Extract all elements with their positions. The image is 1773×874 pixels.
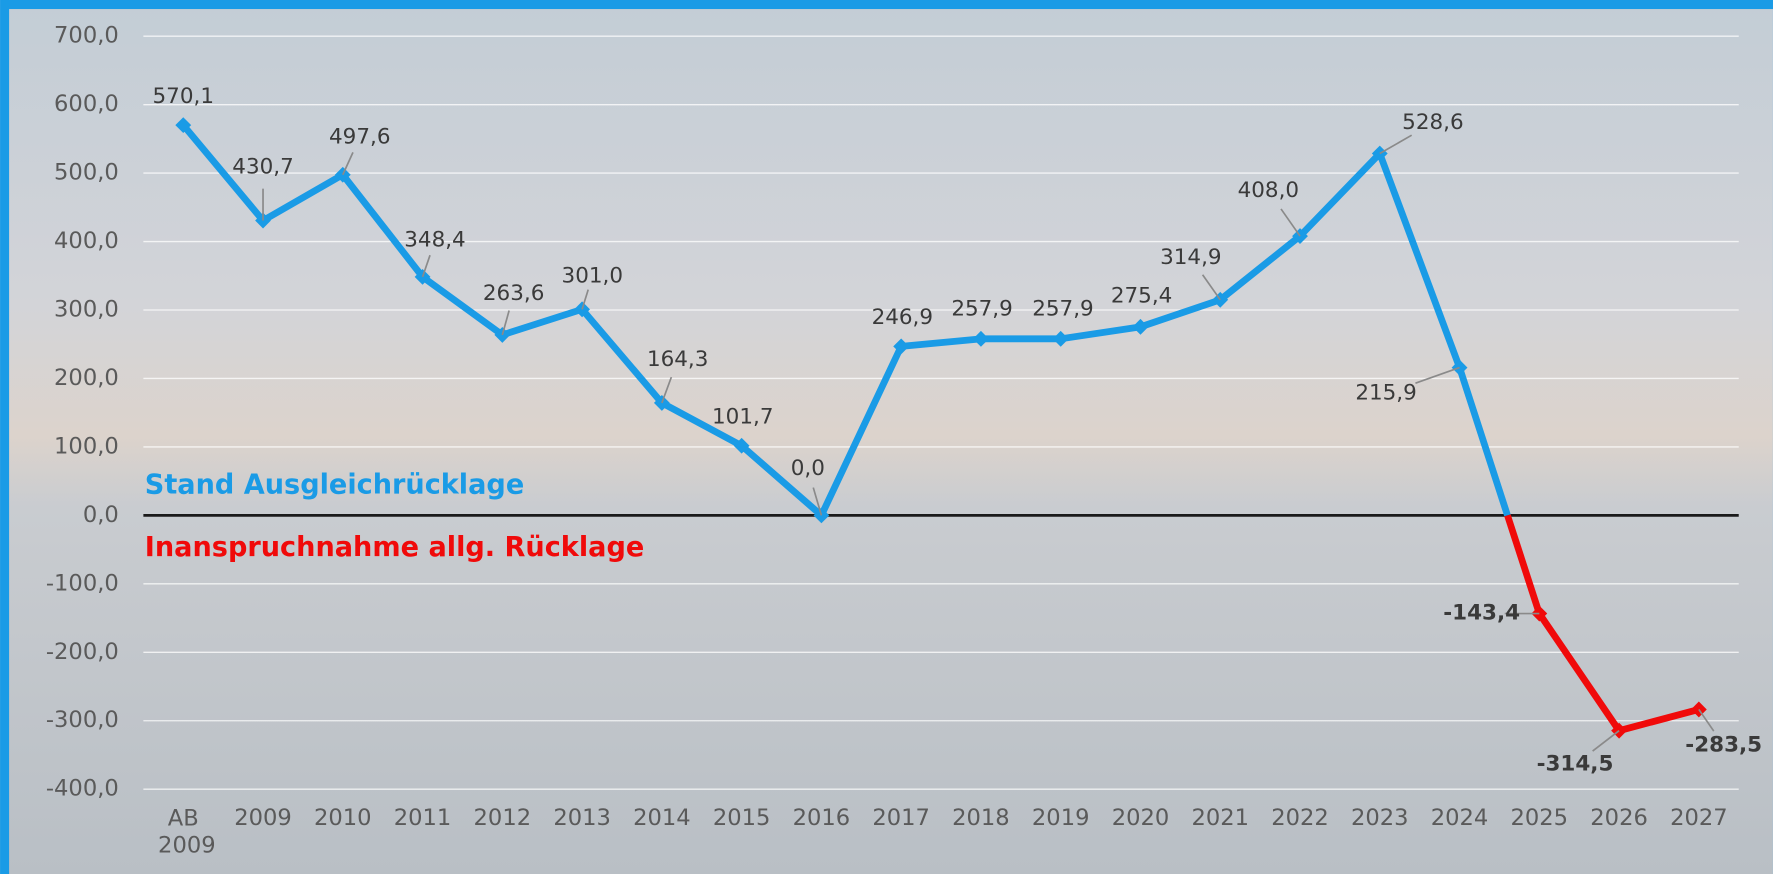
- x-tick-label: 2021: [1191, 805, 1249, 831]
- data-label: -314,5: [1537, 752, 1614, 777]
- x-tick-label: 2022: [1271, 805, 1329, 831]
- data-label: 246,9: [872, 305, 933, 330]
- x-tick-label: AB 2009: [151, 805, 216, 858]
- y-tick-label: 300,0: [54, 297, 119, 323]
- x-tick-label: 2013: [553, 805, 611, 831]
- marker: [1371, 145, 1388, 162]
- x-tick-label: 2027: [1670, 805, 1728, 831]
- leader-line: [1698, 708, 1715, 732]
- x-tick-label: 2019: [1032, 805, 1090, 831]
- y-tick-label: -300,0: [46, 707, 119, 733]
- marker: [893, 338, 910, 355]
- data-label: 0,0: [791, 456, 825, 481]
- data-label: 314,9: [1160, 245, 1221, 270]
- data-label: 301,0: [562, 264, 623, 289]
- x-tick-label: 2012: [474, 805, 532, 831]
- y-tick-label: 400,0: [54, 228, 119, 254]
- leader-line: [342, 151, 354, 176]
- x-tick-label: 2018: [952, 805, 1010, 831]
- leader-line: [812, 487, 823, 516]
- data-label: -283,5: [1685, 733, 1762, 758]
- leader-line: [1415, 366, 1460, 384]
- x-tick-label: 2009: [234, 805, 292, 831]
- x-tick-label: 2015: [713, 805, 771, 831]
- x-tick-label: 2017: [872, 805, 930, 831]
- y-tick-label: -400,0: [46, 776, 119, 802]
- data-label: 497,6: [329, 124, 390, 149]
- data-label: 257,9: [951, 296, 1012, 321]
- marker: [574, 301, 591, 318]
- leader-line: [1201, 274, 1221, 301]
- data-label: 570,1: [153, 84, 214, 109]
- connector: [1456, 366, 1511, 517]
- x-tick-label: 2016: [793, 805, 851, 831]
- data-label: 263,6: [483, 281, 544, 306]
- leader-line: [501, 310, 510, 336]
- data-label: 528,6: [1402, 110, 1463, 135]
- leader-line: [421, 254, 431, 278]
- y-tick-label: 600,0: [54, 91, 119, 117]
- y-tick-label: 0,0: [83, 502, 119, 528]
- marker: [813, 507, 830, 524]
- data-label: 430,7: [232, 154, 293, 179]
- data-label: 164,3: [647, 347, 708, 372]
- leader-line: [581, 289, 590, 310]
- marker: [973, 330, 989, 347]
- data-label: 275,4: [1111, 283, 1172, 308]
- legend-entry: Inanspruchnahme allg. Rücklage: [145, 532, 644, 563]
- x-tick-label: 2010: [314, 805, 372, 831]
- data-label: 257,9: [1032, 296, 1093, 321]
- leader-line: [1379, 134, 1413, 155]
- data-label: 348,4: [404, 228, 465, 253]
- x-tick-label: 2023: [1351, 805, 1409, 831]
- x-tick-label: 2025: [1511, 805, 1569, 831]
- y-tick-label: -200,0: [46, 639, 119, 665]
- leader-line: [1280, 208, 1301, 237]
- x-tick-label: 2014: [633, 805, 691, 831]
- y-tick-label: 200,0: [54, 365, 119, 391]
- y-tick-label: -100,0: [46, 570, 119, 596]
- data-label: -143,4: [1443, 601, 1520, 626]
- x-tick-label: 2011: [394, 805, 452, 831]
- data-label: 101,7: [712, 404, 773, 429]
- x-tick-label: 2020: [1112, 805, 1170, 831]
- x-tick-label: 2026: [1590, 805, 1648, 831]
- y-tick-label: 500,0: [54, 160, 119, 186]
- leader-line: [661, 376, 673, 404]
- legend-entry: Stand Ausgleichrücklage: [145, 470, 524, 501]
- data-label: 408,0: [1238, 178, 1299, 203]
- leader-line: [1592, 729, 1620, 752]
- x-tick-label: 2024: [1431, 805, 1489, 831]
- y-tick-label: 100,0: [54, 433, 119, 459]
- y-tick-label: 700,0: [54, 23, 119, 49]
- marker: [733, 437, 750, 454]
- data-label: 215,9: [1355, 381, 1416, 406]
- connector: [1504, 514, 1543, 615]
